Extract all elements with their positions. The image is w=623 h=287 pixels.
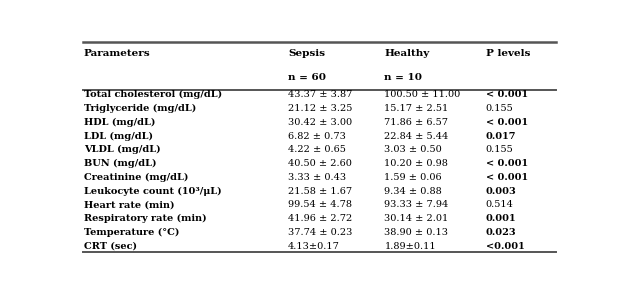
Text: 21.58 ± 1.67: 21.58 ± 1.67 [288,187,352,196]
Text: 37.74 ± 0.23: 37.74 ± 0.23 [288,228,352,237]
Text: 30.42 ± 3.00: 30.42 ± 3.00 [288,118,352,127]
Text: 0.155: 0.155 [486,104,513,113]
Text: 10.20 ± 0.98: 10.20 ± 0.98 [384,159,449,168]
Text: 99.54 ± 4.78: 99.54 ± 4.78 [288,200,352,210]
Text: 9.34 ± 0.88: 9.34 ± 0.88 [384,187,442,196]
Text: <0.001: <0.001 [486,242,525,251]
Text: < 0.001: < 0.001 [486,159,528,168]
Text: 21.12 ± 3.25: 21.12 ± 3.25 [288,104,352,113]
Text: 41.96 ± 2.72: 41.96 ± 2.72 [288,214,352,223]
Text: 93.33 ± 7.94: 93.33 ± 7.94 [384,200,449,210]
Text: 3.33 ± 0.43: 3.33 ± 0.43 [288,173,346,182]
Text: < 0.001: < 0.001 [486,173,528,182]
Text: 0.017: 0.017 [486,131,516,141]
Text: BUN (mg/dL): BUN (mg/dL) [83,159,156,168]
Text: 71.86 ± 6.57: 71.86 ± 6.57 [384,118,449,127]
Text: 1.89±0.11: 1.89±0.11 [384,242,436,251]
Text: 15.17 ± 2.51: 15.17 ± 2.51 [384,104,449,113]
Text: Leukocyte count (10³/μL): Leukocyte count (10³/μL) [83,187,221,196]
Text: 6.82 ± 0.73: 6.82 ± 0.73 [288,131,346,141]
Text: 0.514: 0.514 [486,200,514,210]
Text: VLDL (mg/dL): VLDL (mg/dL) [83,145,160,154]
Text: HDL (mg/dL): HDL (mg/dL) [83,118,155,127]
Text: 3.03 ± 0.50: 3.03 ± 0.50 [384,145,442,154]
Text: < 0.001: < 0.001 [486,90,528,99]
Text: 22.84 ± 5.44: 22.84 ± 5.44 [384,131,449,141]
Text: Parameters: Parameters [83,49,150,58]
Text: Triglyceride (mg/dL): Triglyceride (mg/dL) [83,104,196,113]
Text: 0.003: 0.003 [486,187,516,196]
Text: 0.155: 0.155 [486,145,513,154]
Text: P levels: P levels [486,49,530,58]
Text: 100.50 ± 11.00: 100.50 ± 11.00 [384,90,461,99]
Text: 4.22 ± 0.65: 4.22 ± 0.65 [288,145,346,154]
Text: 0.023: 0.023 [486,228,516,237]
Text: Healthy: Healthy [384,49,430,58]
Text: 38.90 ± 0.13: 38.90 ± 0.13 [384,228,449,237]
Text: 1.59 ± 0.06: 1.59 ± 0.06 [384,173,442,182]
Text: n = 10: n = 10 [384,73,422,82]
Text: 30.14 ± 2.01: 30.14 ± 2.01 [384,214,449,223]
Text: Heart rate (min): Heart rate (min) [83,200,174,210]
Text: Sepsis: Sepsis [288,49,325,58]
Text: Creatinine (mg/dL): Creatinine (mg/dL) [83,173,188,182]
Text: 0.001: 0.001 [486,214,516,223]
Text: Temperature (°C): Temperature (°C) [83,228,179,237]
Text: < 0.001: < 0.001 [486,118,528,127]
Text: 4.13±0.17: 4.13±0.17 [288,242,340,251]
Text: 40.50 ± 2.60: 40.50 ± 2.60 [288,159,352,168]
Text: n = 60: n = 60 [288,73,326,82]
Text: Respiratory rate (min): Respiratory rate (min) [83,214,206,223]
Text: CRT (sec): CRT (sec) [83,242,136,251]
Text: 43.37 ± 3.87: 43.37 ± 3.87 [288,90,352,99]
Text: Total cholesterol (mg/dL): Total cholesterol (mg/dL) [83,90,222,99]
Text: LDL (mg/dL): LDL (mg/dL) [83,131,153,141]
